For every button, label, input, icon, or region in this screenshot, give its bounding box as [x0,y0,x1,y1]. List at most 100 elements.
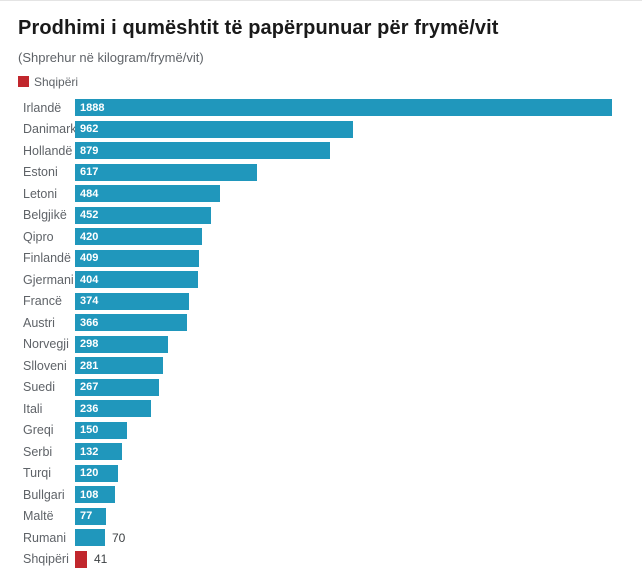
country-label: Shqipëri [23,552,69,567]
value-bar: 267 [75,378,159,396]
value-label-inside: 617 [80,166,99,179]
value-bar [75,550,87,568]
value-label-inside: 404 [80,273,99,286]
bar-area: 366 [75,312,642,334]
value-label-inside: 236 [80,402,99,415]
country-label: Danimarkë [23,122,84,137]
country-label: Slloveni [23,358,67,373]
chart-row: Shqipëri 41 [0,549,642,571]
value-label-inside: 77 [80,510,93,523]
chart-row: Belgjikë 452 [0,205,642,227]
value-bar: 617 [75,163,257,181]
bar-area: 77 [75,506,642,528]
value-label-inside: 108 [80,488,99,501]
value-label-inside: 298 [80,338,99,351]
value-label-inside: 281 [80,359,99,372]
value-label-inside: 267 [80,381,99,394]
country-label: Belgjikë [23,208,67,223]
country-label: Letoni [23,186,58,201]
bar-area: 409 [75,248,642,270]
value-bar: 409 [75,249,199,267]
value-bar: 281 [75,357,163,375]
value-label-outside: 70 [112,530,126,545]
chart-title: Prodhimi i qumështit të papërpunuar për … [18,17,499,39]
value-bar: 962 [75,120,353,138]
bar-area: 452 [75,205,642,227]
country-label: Norvegji [23,337,69,352]
value-label-inside: 366 [80,316,99,329]
legend: Shqipëri [0,65,642,89]
bar-area: 70 [75,527,642,549]
chart-row: Maltë 77 [0,506,642,528]
country-label: Rumani [23,530,67,545]
bar-area: 267 [75,377,642,399]
value-label-inside: 452 [80,209,99,222]
chart-row: Gjermani 404 [0,269,642,291]
value-bar: 404 [75,271,198,289]
value-label-inside: 1888 [80,101,105,114]
bar-area: 132 [75,441,642,463]
bar-area: 298 [75,334,642,356]
chart-row: Rumani 70 [0,527,642,549]
value-label-outside: 41 [94,552,108,567]
value-bar: 879 [75,142,330,160]
bar-area: 150 [75,420,642,442]
value-bar: 150 [75,421,127,439]
country-label: Itali [23,401,43,416]
value-bar: 298 [75,335,168,353]
country-label: Hollandë [23,143,73,158]
value-bar: 120 [75,464,118,482]
chart-row: Qipro 420 [0,226,642,248]
value-bar: 366 [75,314,187,332]
value-label-inside: 484 [80,187,99,200]
value-label-inside: 962 [80,123,99,136]
value-bar: 420 [75,228,202,246]
legend-label: Shqipëri [34,74,79,89]
bar-area: 374 [75,291,642,313]
bar-area: 404 [75,269,642,291]
value-bar: 236 [75,400,151,418]
country-label: Bullgari [23,487,65,502]
value-bar: 452 [75,206,211,224]
value-label-inside: 409 [80,252,99,265]
chart-row: Itali 236 [0,398,642,420]
chart-row: Finlandë 409 [0,248,642,270]
chart-row: Estoni 617 [0,162,642,184]
bar-area: 1888 [75,97,642,119]
bar-area: 236 [75,398,642,420]
bar-chart: Irlandë 1888 Danimarkë 962 Hollandë 879 … [0,97,642,570]
chart-row: Danimarkë 962 [0,119,642,141]
chart-row: Bullgari 108 [0,484,642,506]
value-bar: 132 [75,443,122,461]
chart-subtitle: (Shprehur në kilogram/frymë/vit) [18,50,204,65]
bar-area: 108 [75,484,642,506]
chart-row: Greqi 150 [0,420,642,442]
bar-area: 484 [75,183,642,205]
bar-area: 617 [75,162,642,184]
chart-row: Letoni 484 [0,183,642,205]
chart-row: Slloveni 281 [0,355,642,377]
value-label-inside: 420 [80,230,99,243]
country-label: Serbi [23,444,53,459]
country-label: Greqi [23,423,54,438]
chart-row: Francë 374 [0,291,642,313]
value-bar [75,529,105,547]
value-label-inside: 374 [80,295,99,308]
value-bar: 108 [75,486,115,504]
legend-swatch-shqiperi [18,76,29,87]
bar-area: 281 [75,355,642,377]
bar-area: 879 [75,140,642,162]
bar-area: 962 [75,119,642,141]
chart-row: Suedi 267 [0,377,642,399]
chart-row: Norvegji 298 [0,334,642,356]
value-label-inside: 879 [80,144,99,157]
chart-row: Turqi 120 [0,463,642,485]
bar-area: 420 [75,226,642,248]
chart-row: Austri 366 [0,312,642,334]
country-label: Qipro [23,229,54,244]
value-bar: 77 [75,507,106,525]
country-label: Finlandë [23,251,71,266]
bar-area: 41 [75,549,642,571]
chart-row: Irlandë 1888 [0,97,642,119]
